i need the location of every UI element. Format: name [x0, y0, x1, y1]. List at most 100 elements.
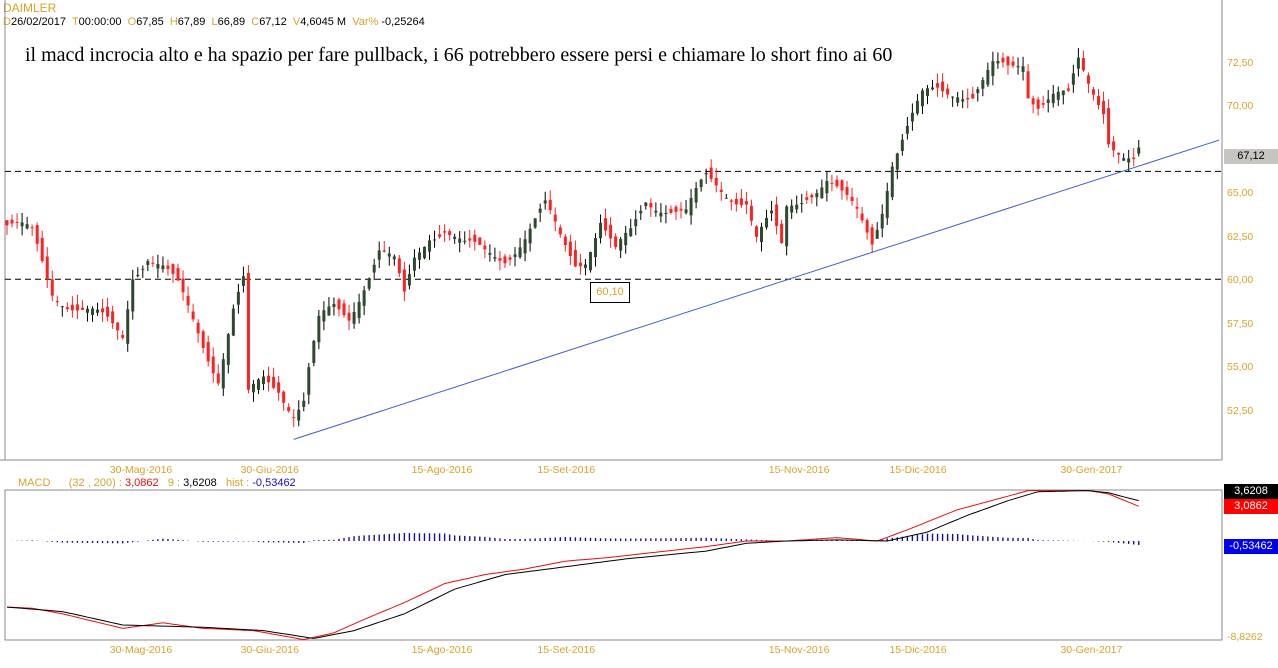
candle-body: [855, 206, 859, 209]
candle-body: [322, 310, 326, 322]
candle-body: [433, 239, 437, 241]
candle-body: [704, 172, 708, 175]
candle-body: [422, 246, 426, 259]
candle-body: [297, 409, 301, 421]
candle-body: [739, 198, 743, 206]
candle-body: [865, 220, 869, 233]
candle-body: [1086, 75, 1090, 84]
x-tick-label: 15-Ago-2016: [411, 464, 473, 476]
macd-name: MACD: [18, 477, 51, 489]
candle-body: [40, 237, 44, 262]
candle-body: [599, 222, 603, 239]
candle-body: [448, 231, 452, 236]
signal-label: 9 :: [167, 477, 181, 489]
candle-body: [609, 224, 613, 239]
candle-body: [744, 201, 748, 205]
candle-body: [805, 197, 809, 200]
candle-body: [624, 232, 628, 246]
candle-body: [1117, 152, 1121, 155]
candle-body: [106, 306, 110, 317]
candle-body: [810, 194, 814, 198]
candle-body: [850, 196, 854, 202]
candle-body: [895, 153, 899, 170]
candle-body: [216, 373, 220, 384]
candle-body: [1071, 73, 1075, 85]
candle-body: [5, 220, 9, 226]
candle-body: [387, 253, 391, 257]
candle-body: [508, 257, 512, 260]
candle-body: [342, 303, 346, 315]
y-tick-label: 52,50: [1227, 404, 1254, 417]
candle-body: [493, 257, 497, 259]
y-tick-label: 55,00: [1227, 361, 1254, 373]
macd-x-tick-label: 15-Nov-2016: [768, 644, 830, 656]
candle-body: [900, 139, 904, 152]
candle-body: [191, 311, 195, 320]
candle-body: [1021, 66, 1025, 72]
candle-body: [664, 212, 668, 215]
candle-body: [483, 245, 487, 250]
candle-body: [80, 307, 84, 310]
candle-body: [800, 202, 804, 204]
candle-body: [1036, 99, 1040, 109]
candle-body: [85, 308, 89, 313]
macd-tag: 3,0862: [1224, 499, 1278, 514]
candle-body: [312, 340, 316, 364]
candle-body: [749, 205, 753, 221]
candle-body: [417, 252, 421, 260]
candle-body: [931, 87, 935, 90]
candle-body: [920, 90, 924, 107]
y-tick-label: 72,50: [1227, 56, 1254, 69]
candle-body: [825, 180, 829, 194]
candle-body: [724, 197, 728, 199]
candle-body: [20, 222, 24, 227]
candle-body: [382, 250, 386, 252]
candle-body: [443, 231, 447, 233]
candle-body: [941, 81, 945, 92]
candle-body: [694, 187, 698, 203]
candle-body: [468, 238, 472, 241]
candle-body: [362, 290, 366, 306]
candle-body: [1031, 98, 1035, 105]
time-label: T: [71, 16, 79, 28]
candle-body: [1081, 57, 1085, 71]
candle-body: [780, 223, 784, 244]
macd-x-tick-label: 15-Set-2016: [537, 644, 596, 656]
candle-body: [770, 210, 774, 214]
candle-body: [513, 254, 517, 257]
candle-body: [528, 228, 532, 244]
candle-body: [317, 315, 321, 343]
candle-body: [553, 214, 557, 222]
candle-body: [709, 167, 713, 179]
candle-body: [176, 268, 180, 281]
candle-body: [282, 391, 286, 403]
candle-body: [910, 112, 914, 122]
candle-body: [775, 204, 779, 227]
candle-body: [101, 308, 105, 313]
candle-body: [161, 265, 165, 270]
candle-body: [241, 276, 245, 286]
candle-body: [412, 257, 416, 271]
candle-body: [880, 213, 884, 229]
candle-body: [533, 218, 537, 228]
candle-body: [875, 229, 879, 239]
candle-body: [186, 295, 190, 306]
volume-value: 4,6045 M: [300, 16, 347, 28]
symbol-title: DAIMLER: [3, 1, 57, 15]
candle-body: [352, 311, 356, 324]
candle-body: [35, 225, 39, 244]
candle-body: [578, 262, 582, 267]
candle-body: [302, 400, 306, 407]
candle-body: [151, 262, 155, 264]
candle-body: [583, 264, 587, 268]
open-label: O: [127, 16, 137, 28]
y-tick-label: 65,00: [1227, 187, 1254, 199]
candle-body: [1076, 57, 1080, 69]
macd-x-tick-label: 30-Mag-2016: [109, 644, 173, 656]
candle-body: [991, 61, 995, 76]
candle-body: [277, 382, 281, 393]
candle-body: [1127, 158, 1131, 163]
candle-body: [684, 209, 688, 213]
candle-body: [1006, 56, 1010, 66]
